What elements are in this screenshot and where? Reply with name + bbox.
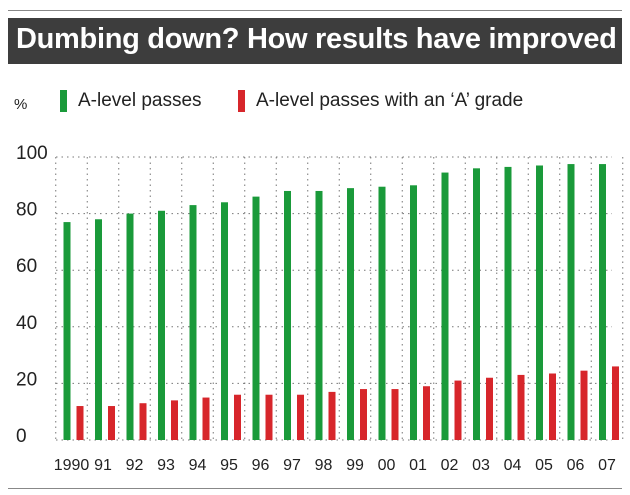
bar-a-grade <box>297 394 304 440</box>
x-tick-label: 95 <box>220 457 238 474</box>
x-tick-label: 02 <box>441 457 459 474</box>
bar-passes <box>441 172 449 440</box>
unit-label: % <box>14 96 28 113</box>
bar-passes <box>63 222 71 440</box>
bar-a-grade <box>234 394 241 440</box>
x-tick-label: 92 <box>126 457 144 474</box>
bar-passes <box>95 219 102 440</box>
bar-passes <box>315 190 323 440</box>
bar-passes <box>126 213 134 440</box>
bar-a-grade <box>486 377 493 440</box>
bar-passes <box>158 210 165 440</box>
bar-a-grade <box>612 366 619 440</box>
bar-a-grade <box>360 389 367 440</box>
bar-a-grade <box>171 400 178 440</box>
legend-swatch-passes <box>60 90 67 112</box>
y-tick-label: 20 <box>16 369 37 390</box>
legend-label-passes: A-level passes <box>78 90 202 111</box>
title-bar: Dumbing down? How results have improved <box>8 18 622 64</box>
x-tick-label: 94 <box>189 457 207 474</box>
bar-passes <box>252 196 260 440</box>
bar-passes <box>567 164 575 440</box>
chart-title: Dumbing down? How results have improved <box>16 23 617 55</box>
bar-a-grade <box>108 406 115 440</box>
y-tick-label: 60 <box>16 256 37 277</box>
bar-a-grade <box>580 370 588 440</box>
x-tick-label: 01 <box>409 457 427 474</box>
bar-a-grade <box>549 373 556 440</box>
x-tick-label: 1990 <box>54 457 90 474</box>
x-tick-label: 91 <box>94 457 112 474</box>
bar-passes <box>536 165 543 441</box>
legend-swatch-a-grade <box>238 90 245 112</box>
bar-a-grade <box>391 389 399 440</box>
bar-passes <box>189 205 197 440</box>
bottom-rule <box>8 488 622 489</box>
y-tick-label: 100 <box>16 143 48 164</box>
bar-a-grade <box>76 406 84 440</box>
top-rule <box>8 10 622 11</box>
x-tick-label: 98 <box>315 457 333 474</box>
x-tick-label: 05 <box>535 457 553 474</box>
x-tick-label: 03 <box>472 457 490 474</box>
x-tick-label: 00 <box>378 457 396 474</box>
bar-passes <box>504 166 512 440</box>
bar-passes <box>473 168 480 440</box>
x-tick-label: 93 <box>157 457 175 474</box>
y-tick-label: 0 <box>16 426 27 447</box>
bar-a-grade <box>202 397 210 440</box>
bar-a-grade <box>328 391 336 440</box>
bar-a-grade <box>139 403 147 440</box>
x-tick-label: 07 <box>598 457 616 474</box>
bar-a-grade <box>454 380 462 440</box>
bar-passes <box>347 188 354 440</box>
legend-label-a-grade: A-level passes with an ‘A’ grade <box>256 90 524 111</box>
x-tick-label: 97 <box>283 457 301 474</box>
bar-a-grade <box>423 386 430 440</box>
x-tick-label: 06 <box>567 457 585 474</box>
bar-passes <box>378 186 386 440</box>
bar-a-grade <box>265 394 273 440</box>
bar-passes <box>221 202 228 440</box>
x-tick-label: 96 <box>252 457 270 474</box>
y-tick-label: 40 <box>16 313 37 334</box>
bar-passes <box>599 164 606 440</box>
y-tick-label: 80 <box>16 200 37 221</box>
bar-a-grade <box>517 374 525 440</box>
bar-passes <box>410 185 417 440</box>
bar-passes <box>284 190 291 440</box>
x-tick-label: 99 <box>346 457 364 474</box>
x-tick-label: 04 <box>504 457 522 474</box>
